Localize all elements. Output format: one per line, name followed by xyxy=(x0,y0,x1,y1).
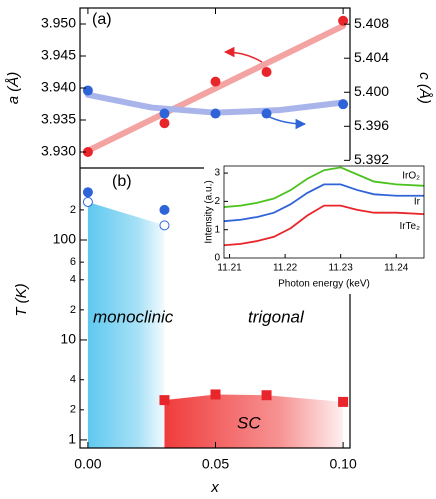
point xyxy=(159,204,170,215)
x-tick-label: 0.05 xyxy=(202,456,229,472)
inset-x-tick-label: 11.23 xyxy=(329,263,354,274)
curve-label: Ir xyxy=(414,196,421,207)
fit-line xyxy=(84,22,347,154)
point xyxy=(210,76,221,87)
inset-x-tick-label: 11.22 xyxy=(273,263,298,274)
arrow-left-axis xyxy=(223,46,263,63)
y-tick-label: 4 xyxy=(70,274,76,286)
spectrum-line xyxy=(223,166,425,208)
panel-label: (a) xyxy=(92,11,112,28)
point xyxy=(210,389,221,400)
curve-label: IrO₂ xyxy=(402,170,420,181)
annotation: SC xyxy=(237,413,261,432)
spectrum-line xyxy=(223,204,425,247)
inset-x-tick-label: 11.21 xyxy=(217,263,242,274)
y2-axis-title: c (Å) xyxy=(416,72,433,104)
x-tick-label: 0.10 xyxy=(329,456,356,472)
point xyxy=(82,85,93,96)
panel-label: (b) xyxy=(112,173,132,190)
y-tick-label: 2 xyxy=(70,204,76,216)
y-tick-label: 3.945 xyxy=(41,47,76,63)
point xyxy=(338,15,349,26)
inset-y-tick-label: 3 xyxy=(214,168,220,179)
inset-frame xyxy=(223,165,425,259)
spectrum-line xyxy=(223,183,424,223)
y-tick-label: 6 xyxy=(70,256,76,268)
y-tick-label: 2 xyxy=(70,304,76,316)
inset-background xyxy=(204,160,434,294)
y-tick-label: 1 xyxy=(68,431,76,447)
inset-y-tick-label: 0 xyxy=(214,253,220,264)
inset-y-tick-label: 1 xyxy=(214,224,220,235)
point xyxy=(261,390,272,401)
point xyxy=(159,395,170,406)
plot-layer: monoclinic trigonal SC xyxy=(82,15,349,448)
y-tick-label: 100 xyxy=(53,231,77,247)
y2-tick-label: 5.400 xyxy=(354,83,389,99)
y-tick-label: 2 xyxy=(70,404,76,416)
annotation: monoclinic xyxy=(93,307,174,326)
phase-area xyxy=(164,394,344,448)
y-tick-label: 4 xyxy=(70,374,76,386)
point xyxy=(210,108,221,119)
point xyxy=(159,108,170,119)
point xyxy=(82,196,93,207)
y2-tick-label: 5.392 xyxy=(354,151,389,167)
x-axis-title: x xyxy=(210,479,219,496)
point xyxy=(82,187,93,198)
y2-tick-label: 5.404 xyxy=(354,49,389,65)
inset: 11.21 11.22 11.23 11.24 0 1 2 3 IrO₂ Ir IrTe₂ xyxy=(214,166,425,274)
inset-y-title: Intensity (a.u.) xyxy=(204,180,215,243)
inset-y-tick-label: 2 xyxy=(214,196,220,207)
y-tick-label: 3.940 xyxy=(41,79,76,95)
y-tick-label: 3.950 xyxy=(41,15,76,31)
annotation: trigonal xyxy=(248,307,305,326)
x-tick-label: 0.00 xyxy=(74,456,101,472)
y-tick-label: 3.930 xyxy=(41,143,76,159)
y-axis-title: T (K) xyxy=(13,283,30,316)
point xyxy=(159,220,170,231)
point xyxy=(261,67,272,77)
point xyxy=(338,396,349,407)
point xyxy=(82,147,93,157)
arrow-right-axis xyxy=(261,112,307,130)
inset-x-tick-label: 11.24 xyxy=(384,263,409,274)
inset-x-title: Photon energy (keV) xyxy=(278,279,370,290)
y-axis-title: a (Å) xyxy=(5,72,22,105)
curve-label: IrTe₂ xyxy=(399,221,420,232)
y-tick-label: 10 xyxy=(60,331,76,347)
y-tick-label: 3.935 xyxy=(41,111,76,127)
phase-area xyxy=(87,201,165,448)
y2-tick-label: 5.396 xyxy=(354,117,389,133)
point xyxy=(338,99,349,110)
point xyxy=(159,118,170,129)
y2-tick-label: 5.408 xyxy=(354,15,389,31)
